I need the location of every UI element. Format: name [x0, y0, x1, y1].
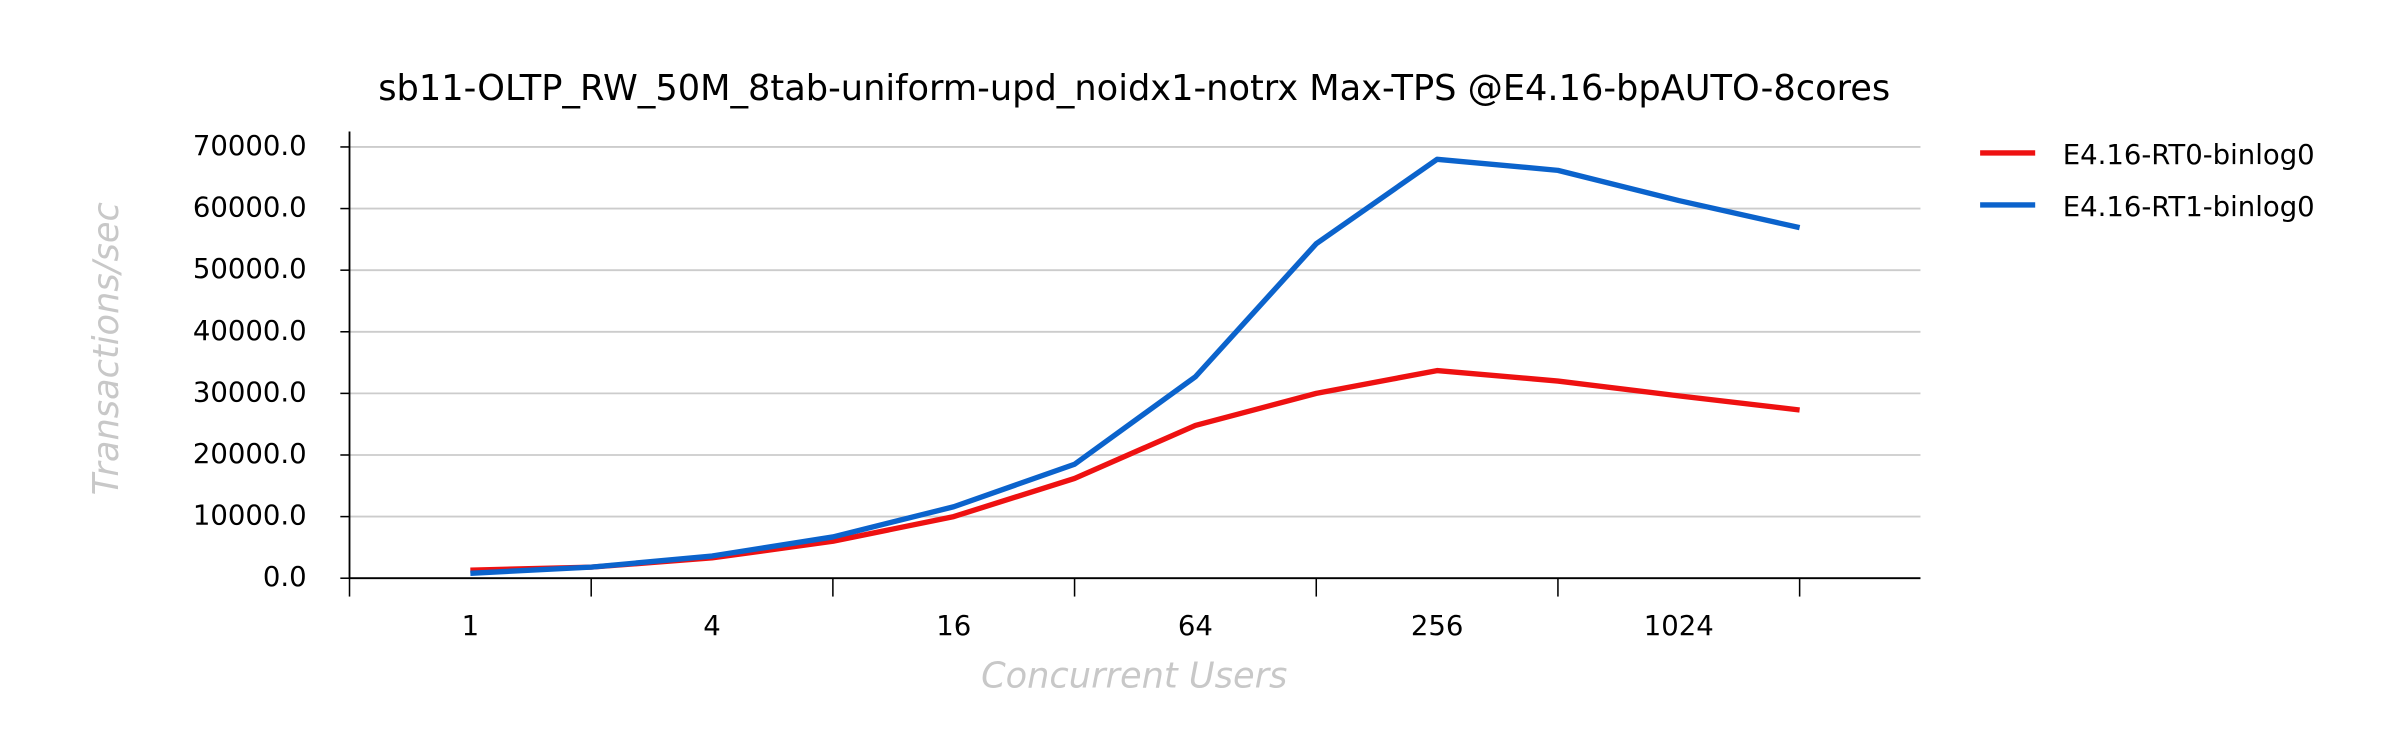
y-tick-label: 70000.0 [193, 130, 307, 162]
y-axis-label: Transactions/sec [86, 202, 127, 495]
x-tick-label: 16 [936, 610, 971, 642]
x-tick-label: 64 [1178, 610, 1213, 642]
series-line [470, 367, 1800, 573]
x-axis-label: Concurrent Users [981, 656, 1287, 697]
y-tick-label: 50000.0 [193, 253, 307, 285]
y-tick-label: 20000.0 [193, 438, 307, 470]
x-tick-label: 1 [462, 610, 480, 642]
y-tick-label: 60000.0 [193, 192, 307, 224]
y-tick-label: 30000.0 [193, 376, 307, 408]
legend-label: E4.16-RT0-binlog0 [2063, 139, 2315, 171]
x-tick-label: 4 [703, 610, 721, 642]
y-tick-label: 10000.0 [193, 500, 307, 532]
chart-title: sb11-OLTP_RW_50M_8tab-uniform-upd_noidx1… [378, 68, 1890, 109]
x-tick-label: 256 [1411, 610, 1464, 642]
series-line [470, 156, 1801, 576]
legend-label: E4.16-RT1-binlog0 [2063, 191, 2315, 223]
y-tick-label: 0.0 [263, 561, 307, 593]
y-tick-label: 40000.0 [193, 315, 307, 347]
x-tick-label: 1024 [1644, 610, 1714, 642]
